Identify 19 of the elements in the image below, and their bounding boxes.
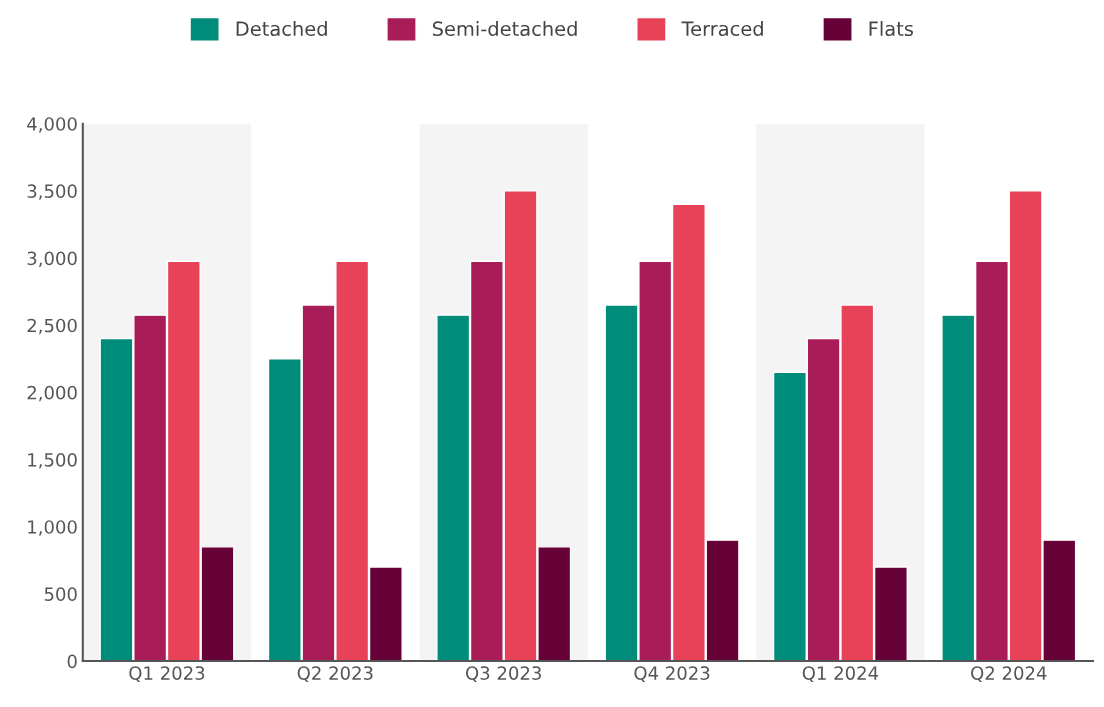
x-tick-label: Q1 2024 (802, 666, 879, 682)
y-tick-label: 2,500 (27, 318, 77, 335)
y-tick-label: 3,000 (27, 251, 77, 268)
y-tick-label: 1,500 (28, 453, 77, 469)
y-tick-label: 3,500 (27, 184, 77, 200)
x-tick-label: Q3 2023 (466, 666, 541, 682)
legend-label: Terraced (681, 21, 763, 37)
x-tick-label: Q1 2023 (129, 666, 205, 682)
y-tick-label: 0 (67, 654, 77, 669)
legend-label: Flats (869, 21, 913, 37)
y-tick-label: 2,000 (27, 385, 77, 402)
x-tick-label: Q4 2023 (634, 666, 710, 682)
y-tick-label: 4,000 (27, 117, 77, 133)
x-tick-label: Q2 2023 (297, 666, 373, 682)
legend-label: Semi-detached (432, 21, 577, 37)
x-tick-label: Q2 2024 (971, 666, 1047, 682)
y-tick-label: 1,000 (28, 520, 77, 536)
y-tick-label: 500 (44, 587, 77, 601)
legend-label: Detached (236, 21, 327, 37)
